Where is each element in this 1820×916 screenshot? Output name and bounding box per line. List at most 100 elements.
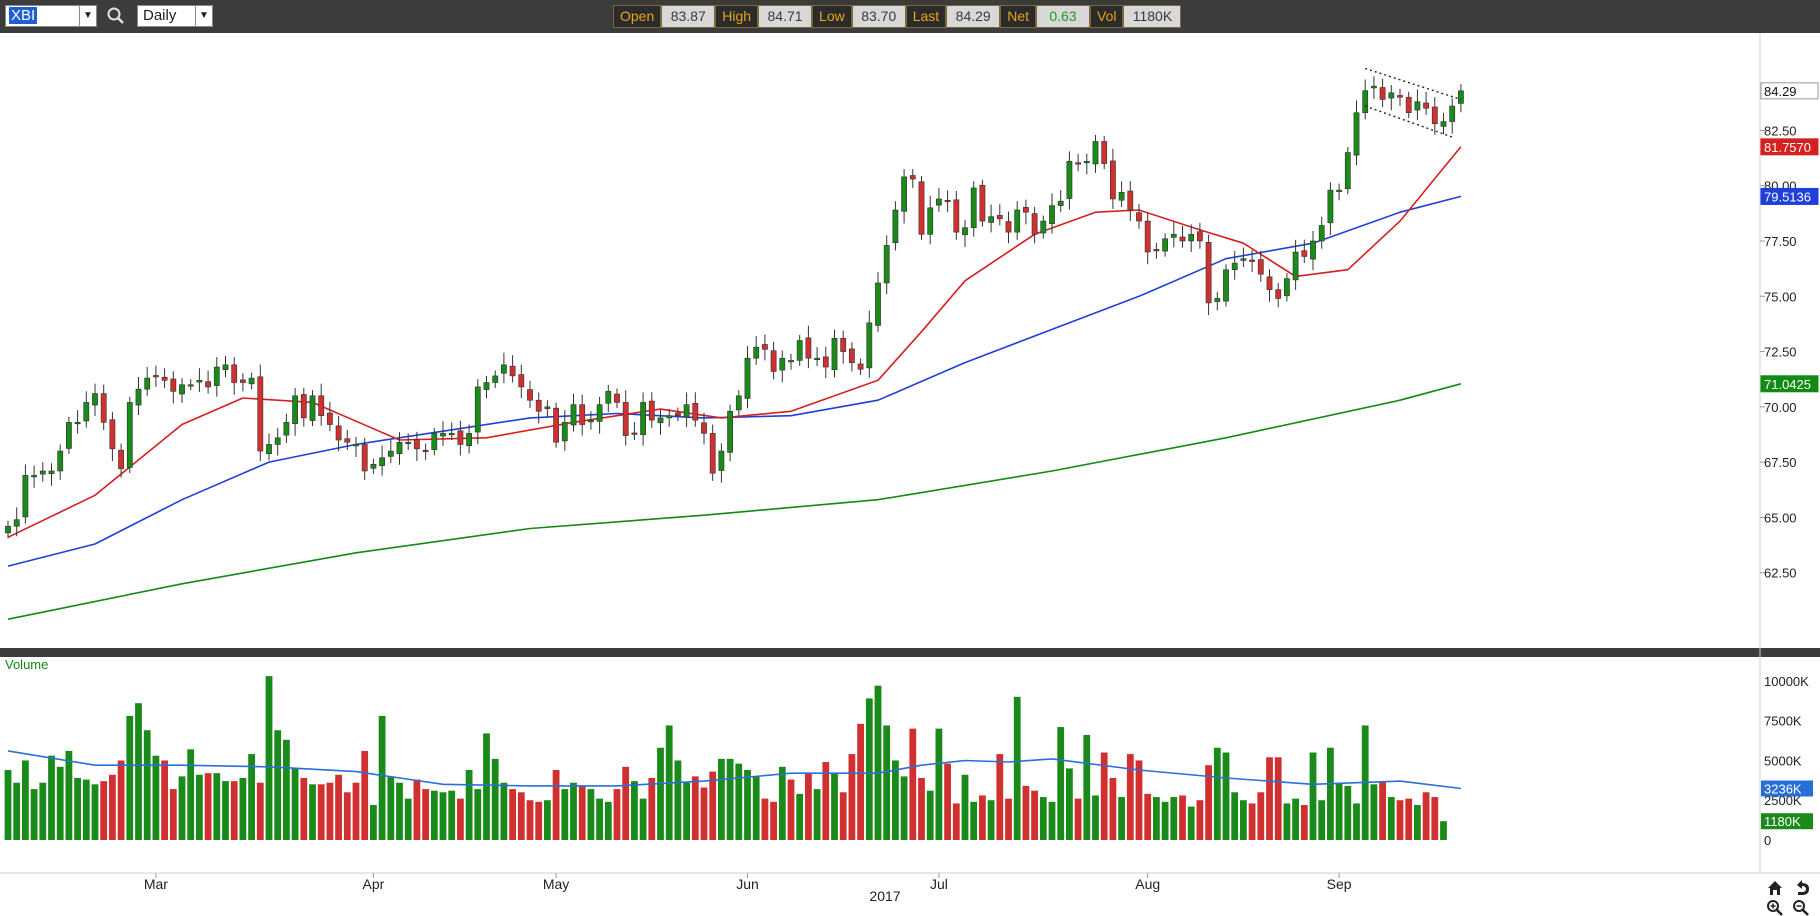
volume-bar[interactable] — [143, 730, 151, 840]
volume-bar[interactable] — [1213, 747, 1221, 840]
candle-body[interactable] — [918, 181, 925, 235]
volume-bar[interactable] — [317, 784, 325, 840]
candle-body[interactable] — [457, 430, 464, 445]
volume-bar[interactable] — [1335, 782, 1343, 840]
candle-body[interactable] — [13, 519, 20, 527]
volume-bar[interactable] — [135, 703, 142, 840]
volume-bar[interactable] — [1222, 752, 1230, 841]
volume-bar[interactable] — [1231, 792, 1239, 840]
candle-body[interactable] — [39, 470, 46, 475]
candle-body[interactable] — [405, 441, 412, 445]
volume-bar[interactable] — [1370, 784, 1378, 840]
volume-bar[interactable] — [82, 779, 90, 840]
volume-bar[interactable] — [544, 800, 551, 840]
candle-body[interactable] — [1075, 162, 1081, 165]
volume-bar[interactable] — [291, 768, 299, 840]
volume-bar[interactable] — [1092, 795, 1099, 840]
volume-bar[interactable] — [161, 760, 168, 840]
candle-body[interactable] — [326, 412, 333, 425]
candle-body[interactable] — [222, 364, 229, 370]
volume-bar[interactable] — [404, 798, 412, 840]
candle-body[interactable] — [727, 410, 733, 453]
candle-body[interactable] — [1110, 160, 1116, 200]
volume-bar[interactable] — [1100, 752, 1108, 841]
volume-bar[interactable] — [187, 749, 195, 840]
candle-body[interactable] — [657, 417, 664, 424]
candle-body[interactable] — [1066, 161, 1073, 199]
volume-bar[interactable] — [196, 774, 203, 840]
volume-bar[interactable] — [1187, 806, 1195, 840]
volume-bar[interactable] — [648, 777, 656, 840]
candle-body[interactable] — [761, 344, 768, 350]
candle-body[interactable] — [153, 375, 159, 378]
candle-body[interactable] — [109, 419, 116, 450]
candle-body[interactable] — [944, 199, 951, 203]
volume-bar[interactable] — [787, 779, 795, 840]
volume-bar[interactable] — [1179, 795, 1186, 840]
search-icon[interactable] — [106, 6, 126, 26]
candle-body[interactable] — [1275, 289, 1282, 299]
volume-bar[interactable] — [100, 781, 108, 840]
volume-bar[interactable] — [657, 747, 664, 840]
candle-body[interactable] — [466, 433, 472, 447]
candle-body[interactable] — [161, 376, 168, 381]
volume-bar[interactable] — [91, 784, 99, 840]
volume-bar[interactable] — [169, 789, 177, 840]
symbol-input[interactable]: XBI ▼ — [5, 5, 97, 27]
volume-bar[interactable] — [892, 760, 899, 840]
volume-bar[interactable] — [4, 770, 12, 840]
candle-body[interactable] — [640, 402, 646, 436]
candle-body[interactable] — [814, 357, 820, 360]
candle-body[interactable] — [805, 337, 812, 359]
candle-body[interactable] — [179, 384, 185, 395]
candle-body[interactable] — [474, 386, 481, 433]
candle-body[interactable] — [1379, 87, 1386, 100]
candle-body[interactable] — [1005, 221, 1012, 233]
volume-bar[interactable] — [900, 776, 908, 840]
candle-body[interactable] — [1301, 250, 1308, 257]
volume-bar[interactable] — [639, 798, 647, 840]
volume-bar[interactable] — [874, 685, 882, 840]
candle-body[interactable] — [248, 377, 255, 385]
candle-body[interactable] — [170, 378, 177, 392]
candle-body[interactable] — [753, 346, 760, 359]
volume-bar[interactable] — [1283, 803, 1291, 840]
volume-bar[interactable] — [1066, 768, 1073, 840]
candle-body[interactable] — [1240, 258, 1247, 261]
volume-bar[interactable] — [683, 782, 690, 840]
volume-bar[interactable] — [126, 715, 134, 840]
volume-bar[interactable] — [1396, 800, 1404, 840]
candle-body[interactable] — [300, 394, 307, 419]
candle-body[interactable] — [1371, 85, 1377, 89]
candle-body[interactable] — [1022, 207, 1029, 213]
candle-body[interactable] — [909, 175, 916, 180]
volume-bar[interactable] — [335, 774, 342, 840]
candle-body[interactable] — [857, 363, 864, 370]
candle-body[interactable] — [1083, 161, 1090, 164]
volume-bar[interactable] — [570, 782, 577, 840]
candle-body[interactable] — [1257, 259, 1264, 275]
candle-body[interactable] — [1336, 189, 1342, 192]
volume-bar[interactable] — [944, 763, 951, 840]
candle-body[interactable] — [866, 322, 873, 369]
candle-body[interactable] — [1127, 190, 1134, 211]
volume-bar[interactable] — [422, 789, 429, 840]
candle-body[interactable] — [509, 365, 516, 377]
candle-body[interactable] — [361, 444, 368, 472]
volume-bar[interactable] — [1240, 800, 1247, 840]
candle-body[interactable] — [518, 374, 525, 388]
candle-body[interactable] — [57, 450, 64, 472]
candle-body[interactable] — [579, 404, 586, 425]
candle-body[interactable] — [1423, 102, 1429, 109]
candle-body[interactable] — [1431, 106, 1438, 125]
volume-bar[interactable] — [778, 766, 786, 840]
candle-body[interactable] — [396, 441, 403, 455]
volume-bar[interactable] — [248, 754, 255, 840]
candle-body[interactable] — [213, 366, 220, 386]
candle-body[interactable] — [144, 377, 151, 390]
candle-body[interactable] — [648, 400, 655, 421]
candle-body[interactable] — [413, 439, 420, 450]
volume-bar[interactable] — [222, 781, 229, 840]
candle-body[interactable] — [1318, 225, 1325, 242]
volume-bar[interactable] — [1109, 777, 1117, 840]
